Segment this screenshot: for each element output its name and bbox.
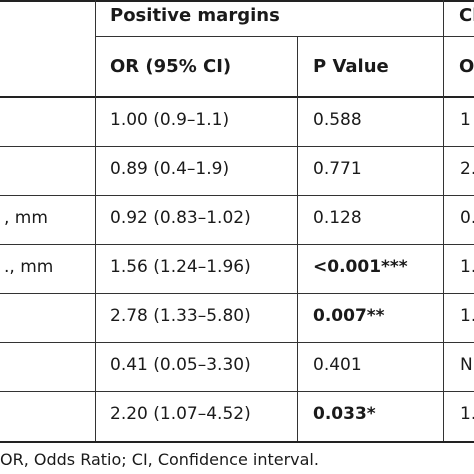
table-footnote: OR, Odds Ratio; CI, Confidence interval. <box>0 450 319 469</box>
or-cell: 1.00 (0.9–1.1) <box>110 110 230 130</box>
p-value-cell: 0.033* <box>313 404 376 424</box>
or-cell: 0.92 (0.83–1.02) <box>110 208 251 228</box>
p-value-cell: 0.128 <box>313 208 362 228</box>
right-column-fragment: 1. <box>460 404 474 424</box>
p-value-cell: <0.001*** <box>313 257 408 277</box>
row-divider <box>0 195 474 196</box>
p-value-cell: 0.588 <box>313 110 362 130</box>
group-header-underline <box>95 36 474 37</box>
or-cell: 0.41 (0.05–3.30) <box>110 355 251 375</box>
group-header-right-fragment: Cl <box>459 5 474 26</box>
column-divider-right <box>443 0 444 442</box>
right-column-fragment: N <box>460 355 473 375</box>
row-divider <box>0 391 474 392</box>
row-label: ., mm <box>4 257 54 277</box>
row-label: , mm <box>4 208 48 228</box>
right-column-fragment: 1 <box>460 110 471 130</box>
or-cell: 1.56 (1.24–1.96) <box>110 257 251 277</box>
table-bottom-border <box>0 441 474 443</box>
right-column-fragment: 1. <box>460 257 474 277</box>
right-column-fragment: 0. <box>460 208 474 228</box>
p-value-cell: 0.401 <box>313 355 362 375</box>
p-value-cell: 0.007** <box>313 306 385 326</box>
or-cell: 2.20 (1.07–4.52) <box>110 404 251 424</box>
row-divider <box>0 342 474 343</box>
column-header-p-value: P Value <box>313 56 389 77</box>
or-cell: 2.78 (1.33–5.80) <box>110 306 251 326</box>
column-divider-left <box>95 0 96 442</box>
group-header-positive-margins: Positive margins <box>110 5 280 26</box>
row-divider <box>0 244 474 245</box>
right-column-fragment: 2. <box>460 159 474 179</box>
column-header-right-fragment: O <box>459 56 474 77</box>
table-top-border <box>0 0 474 2</box>
p-value-cell: 0.771 <box>313 159 362 179</box>
right-column-fragment: 1. <box>460 306 474 326</box>
row-divider <box>0 146 474 147</box>
or-cell: 0.89 (0.4–1.9) <box>110 159 230 179</box>
column-divider-middle <box>297 36 298 442</box>
column-header-or: OR (95% CI) <box>110 56 232 77</box>
header-bottom-border <box>0 96 474 98</box>
row-divider <box>0 293 474 294</box>
